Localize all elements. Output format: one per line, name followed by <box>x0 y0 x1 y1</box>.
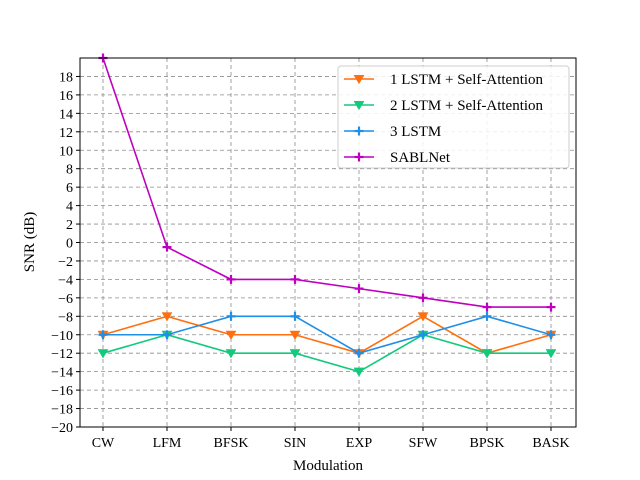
y-tick-label: −18 <box>51 403 73 418</box>
data-point <box>225 330 237 340</box>
y-tick-label: 16 <box>59 89 73 104</box>
y-tick-label: 18 <box>59 70 73 85</box>
data-point <box>161 312 173 322</box>
y-tick-label: 12 <box>59 126 73 141</box>
legend-item: SABLNet <box>344 150 451 166</box>
y-tick-label: 6 <box>66 181 73 196</box>
data-point <box>226 274 236 284</box>
x-tick-label: SIN <box>284 436 307 451</box>
y-tick-label: −14 <box>51 366 73 381</box>
legend-item: 1 LSTM + Self-Attention <box>344 72 544 88</box>
legend-swatch-marker <box>353 101 365 111</box>
series-1 <box>97 312 557 359</box>
y-tick-label: 14 <box>59 107 73 122</box>
y-tick-label: −8 <box>58 310 73 325</box>
y-tick-label: −4 <box>58 273 73 288</box>
y-axis: −20−18−16−14−12−10−8−6−4−202468101214161… <box>51 70 80 436</box>
data-point <box>162 242 172 252</box>
x-axis: CW LFM BFSK SIN EXP SFW BPSK BASK <box>92 427 570 451</box>
y-tick-label: −16 <box>51 384 73 399</box>
legend-label: SABLNet <box>390 150 451 166</box>
x-tick-label: BPSK <box>469 436 504 451</box>
legend-swatch-marker <box>354 126 364 136</box>
legend: 1 LSTM + Self-Attention 2 LSTM + Self-Att… <box>337 65 570 169</box>
series-line <box>102 333 551 373</box>
x-tick-label: CW <box>92 436 115 451</box>
y-tick-label: 8 <box>66 163 73 178</box>
series-line <box>102 315 552 355</box>
data-point <box>290 274 300 284</box>
data-point <box>417 312 429 322</box>
legend-label: 1 LSTM + Self-Attention <box>390 72 544 88</box>
data-point <box>289 349 301 359</box>
y-tick-label: 2 <box>66 218 73 233</box>
y-tick-label: −2 <box>58 255 73 270</box>
data-point <box>481 349 493 359</box>
y-axis-title: SNR (dB) <box>22 212 38 272</box>
data-point <box>289 330 301 340</box>
y-tick-label: −10 <box>51 329 73 344</box>
series-line <box>103 315 552 355</box>
x-tick-label: LFM <box>153 436 182 451</box>
legend-item: 3 LSTM <box>344 124 441 140</box>
data-point <box>418 330 428 340</box>
series-3 <box>98 311 556 358</box>
y-tick-label: −20 <box>51 421 73 436</box>
data-point <box>546 330 556 340</box>
x-axis-title: Modulation <box>293 458 363 474</box>
x-tick-label: BFSK <box>213 436 248 451</box>
data-point <box>482 311 492 321</box>
data-point <box>354 284 364 294</box>
legend-swatch-marker <box>353 75 365 85</box>
data-point <box>546 302 556 312</box>
data-point <box>162 330 172 340</box>
y-tick-label: −12 <box>51 347 73 362</box>
legend-swatch-marker <box>354 152 364 162</box>
x-tick-label: BASK <box>532 436 569 451</box>
legend-item: 2 LSTM + Self-Attention <box>344 98 544 114</box>
series-line <box>102 57 551 308</box>
y-tick-label: 0 <box>66 237 73 252</box>
x-tick-label: SFW <box>409 436 439 451</box>
legend-box <box>337 65 570 169</box>
y-tick-label: 10 <box>59 144 73 159</box>
y-tick-label: −6 <box>58 292 73 307</box>
data-point <box>226 311 236 321</box>
data-point <box>418 293 428 303</box>
data-point <box>482 302 492 312</box>
x-tick-label: EXP <box>346 436 373 451</box>
series-lines <box>97 53 557 377</box>
legend-label: 2 LSTM + Self-Attention <box>390 98 544 114</box>
data-point <box>545 349 557 359</box>
data-point <box>225 349 237 359</box>
legend-label: 3 LSTM <box>390 124 441 140</box>
y-tick-label: 4 <box>66 200 73 215</box>
data-point <box>98 330 108 340</box>
data-point <box>290 311 300 321</box>
data-point <box>353 367 365 377</box>
data-point <box>97 349 109 359</box>
data-point <box>354 348 364 358</box>
